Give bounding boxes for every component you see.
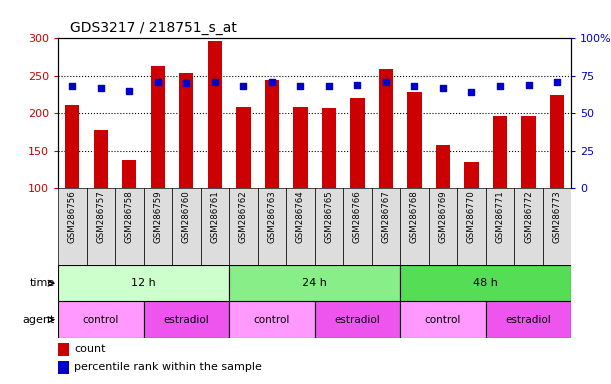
Point (438, 85, 448, 91)
Point (238, 83, 248, 89)
Bar (429, 188, 457, 265)
Bar (514, 188, 543, 265)
Bar (379, 69, 393, 188)
Point (125, 88, 134, 94)
Bar (371, 188, 400, 265)
Bar (486, 188, 514, 265)
Bar (179, 73, 194, 188)
Bar (58, 301, 144, 338)
Bar (550, 94, 564, 188)
Point (524, 82, 533, 88)
Bar (115, 188, 144, 265)
Text: GSM286762: GSM286762 (239, 190, 248, 243)
Bar (229, 265, 400, 301)
Bar (208, 41, 222, 188)
Bar (400, 301, 486, 338)
Bar (58, 265, 229, 301)
Point (353, 82, 362, 88)
Text: GSM286759: GSM286759 (153, 190, 163, 243)
Bar (408, 91, 422, 188)
Text: 12 h: 12 h (131, 278, 156, 288)
Point (296, 83, 306, 89)
Bar (58, 188, 87, 265)
Text: GSM286770: GSM286770 (467, 190, 476, 243)
Bar (286, 188, 315, 265)
Bar (144, 301, 229, 338)
Bar (229, 301, 315, 338)
Text: GSM286765: GSM286765 (324, 190, 334, 243)
Bar (58, 361, 69, 374)
Text: percentile rank within the sample: percentile rank within the sample (75, 362, 262, 372)
Text: 24 h: 24 h (302, 278, 327, 288)
Bar (464, 162, 478, 188)
Text: control: control (254, 314, 290, 325)
Bar (144, 188, 172, 265)
Bar (172, 188, 200, 265)
Bar (400, 265, 571, 301)
Text: GSM286767: GSM286767 (381, 190, 390, 243)
Bar (151, 66, 165, 188)
Bar (521, 116, 536, 188)
Bar (65, 105, 79, 188)
Bar (200, 188, 229, 265)
Bar (486, 301, 571, 338)
Text: 48 h: 48 h (474, 278, 498, 288)
Bar (122, 160, 136, 188)
Bar (293, 107, 307, 188)
Point (552, 79, 562, 85)
Bar (322, 108, 336, 188)
Text: estradiol: estradiol (506, 314, 551, 325)
Text: GSM286763: GSM286763 (268, 190, 276, 243)
Bar (315, 301, 400, 338)
Text: GSM286758: GSM286758 (125, 190, 134, 243)
Bar (457, 188, 486, 265)
Point (153, 79, 163, 85)
Text: control: control (82, 314, 119, 325)
Bar (350, 98, 365, 188)
Bar (58, 343, 69, 356)
Bar (315, 188, 343, 265)
Text: GSM286773: GSM286773 (552, 190, 562, 243)
Bar (543, 188, 571, 265)
Text: GSM286757: GSM286757 (97, 190, 105, 243)
Text: GSM286761: GSM286761 (210, 190, 219, 243)
Point (495, 83, 505, 89)
Text: estradiol: estradiol (164, 314, 209, 325)
Text: GSM286771: GSM286771 (496, 190, 505, 243)
Text: control: control (425, 314, 461, 325)
Point (67, 83, 77, 89)
Bar (229, 188, 258, 265)
Text: GSM286764: GSM286764 (296, 190, 305, 243)
Bar (236, 107, 251, 188)
Bar (343, 188, 371, 265)
Bar (400, 188, 429, 265)
Text: GSM286768: GSM286768 (410, 190, 419, 243)
Text: agent: agent (23, 314, 55, 325)
Point (381, 79, 391, 85)
Point (409, 83, 419, 89)
Bar (87, 188, 115, 265)
Point (467, 89, 477, 95)
Text: time: time (30, 278, 55, 288)
Text: count: count (75, 344, 106, 354)
Bar (93, 130, 108, 188)
Bar (265, 80, 279, 188)
Text: estradiol: estradiol (335, 314, 380, 325)
Point (210, 79, 220, 85)
Text: GSM286766: GSM286766 (353, 190, 362, 243)
Bar (258, 188, 286, 265)
Point (324, 83, 334, 89)
Text: GSM286760: GSM286760 (182, 190, 191, 243)
Bar (493, 116, 507, 188)
Text: GSM286756: GSM286756 (68, 190, 77, 243)
Text: GDS3217 / 218751_s_at: GDS3217 / 218751_s_at (70, 21, 237, 35)
Point (181, 80, 191, 86)
Text: GSM286769: GSM286769 (439, 190, 447, 243)
Bar (436, 145, 450, 188)
Point (96, 85, 106, 91)
Text: GSM286772: GSM286772 (524, 190, 533, 243)
Point (267, 79, 277, 85)
